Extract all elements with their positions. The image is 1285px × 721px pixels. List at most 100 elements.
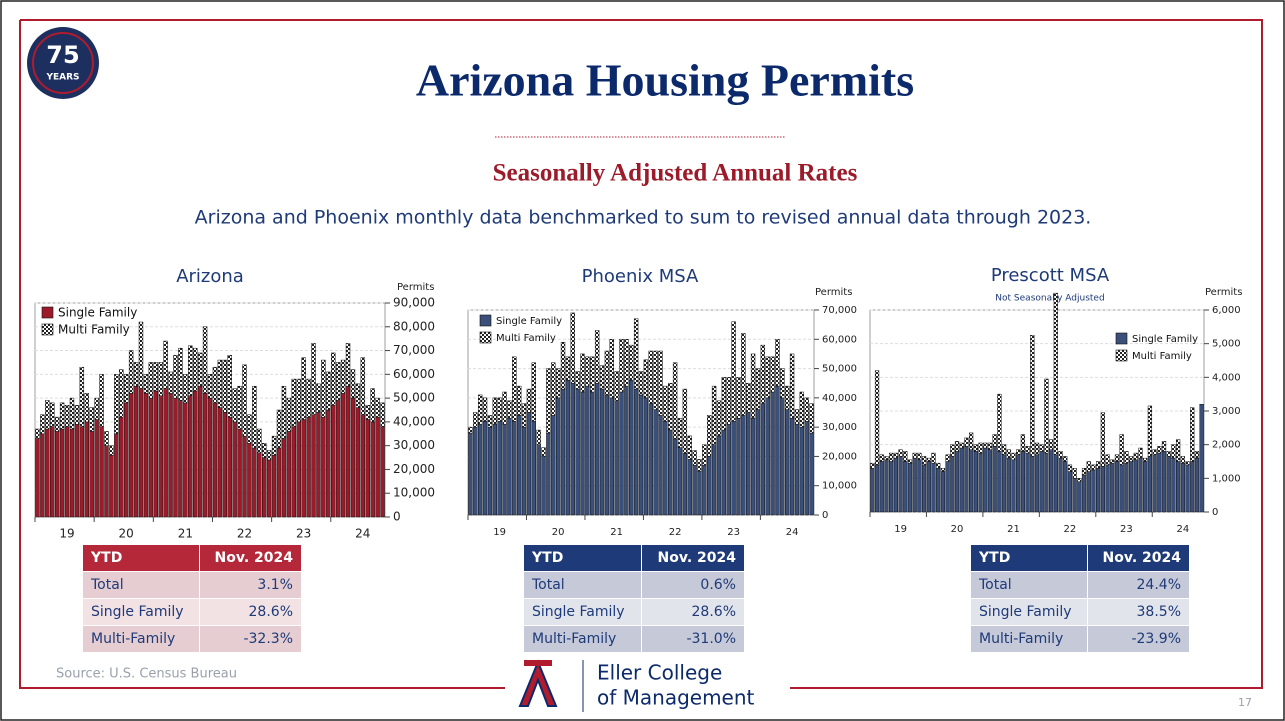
bar-segment (104, 445, 109, 518)
bar-segment (697, 470, 702, 516)
bar-segment (736, 418, 741, 516)
bar-segment (1147, 456, 1153, 513)
bar-segment (1044, 452, 1049, 513)
bar-segment (746, 382, 751, 413)
bar-segment (903, 461, 908, 513)
bar-segment (74, 424, 80, 518)
bar-segment (765, 397, 770, 516)
bar-segment (707, 415, 712, 457)
bar-segment (604, 394, 610, 516)
bar-segment (954, 451, 960, 513)
bar-segment (212, 366, 218, 404)
bar-segment (197, 385, 203, 518)
y-tick-label: 50,000 (822, 364, 857, 375)
bar-segment (212, 402, 218, 518)
bar-segment (1072, 478, 1077, 513)
bar-segment (468, 432, 473, 516)
y-tick-label: 0 (1212, 507, 1218, 518)
bar-segment (721, 429, 727, 516)
bar-segment (987, 449, 993, 513)
y-tick-label: 10,000 (393, 486, 435, 500)
bar-segment (903, 451, 908, 462)
bar-segment (74, 404, 80, 425)
y-tick-label: 60,000 (393, 367, 435, 381)
x-tick-label: 23 (1120, 524, 1133, 535)
bar-segment (163, 388, 168, 518)
bar-segment (266, 459, 272, 518)
bar-segment (870, 467, 875, 513)
bar-segment (321, 416, 326, 518)
table-cell: 0.6% (641, 571, 745, 599)
table-cell: Multi-Family (82, 625, 200, 653)
bar-segment (629, 380, 634, 516)
bar-segment (365, 419, 370, 518)
bar-segment (1096, 467, 1101, 513)
bar-segment (153, 390, 158, 518)
legend-swatch (41, 323, 54, 336)
table-row: Multi-Family -23.9% (970, 625, 1190, 653)
bar-segment (746, 412, 751, 516)
bar-segment (296, 378, 301, 423)
y-tick-label: 6,000 (1212, 305, 1241, 316)
y-tick-label: 80,000 (393, 319, 435, 333)
bar-segment (668, 382, 673, 431)
bar-segment (682, 453, 688, 516)
bar-segment (1048, 439, 1054, 450)
bar-segment (964, 437, 969, 447)
bar-segment (755, 368, 761, 410)
bar-segment (380, 402, 385, 427)
bar-segment (99, 426, 104, 518)
bar-segment (624, 339, 629, 387)
bar-segment (202, 393, 208, 518)
bar-segment (653, 409, 658, 516)
bar-segment (281, 385, 287, 439)
bar-segment (794, 423, 800, 516)
bar-segment (959, 447, 964, 513)
bar-segment (978, 452, 983, 513)
bar-segment (912, 452, 917, 459)
bar-segment (286, 431, 292, 518)
bar-segment (148, 362, 154, 399)
bar-segment (163, 340, 168, 389)
bar-segment (1006, 457, 1011, 513)
bar-segment (1190, 407, 1195, 462)
bar-segment (687, 435, 692, 460)
bar-segment (1143, 457, 1148, 462)
bar-segment (355, 407, 361, 518)
bar-segment (687, 459, 692, 516)
bar-segment (227, 416, 232, 518)
bar-segment (355, 383, 361, 408)
bar-segment (570, 382, 575, 516)
bar-segment (917, 459, 922, 513)
table-cell: Single Family (522, 598, 643, 626)
bar-segment (987, 442, 993, 450)
bar-segment (1081, 474, 1087, 513)
bar-segment (89, 407, 94, 432)
bar-segment (482, 397, 488, 422)
bar-segment (79, 366, 85, 427)
table-row: YTD Nov. 2024 (970, 544, 1190, 572)
table-cell: 28.6% (199, 598, 302, 626)
bar-segment (931, 452, 936, 464)
bar-segment (614, 400, 619, 516)
bar-segment (271, 435, 277, 456)
bar-segment (114, 433, 119, 518)
table-cell: Multi-Family (970, 625, 1088, 653)
bar-segment (1128, 461, 1134, 513)
bar-segment (380, 426, 385, 518)
bar-segment (1100, 466, 1105, 513)
bar-segment (780, 397, 785, 516)
chart-subtitle: Not Seasonally Adjusted (995, 294, 1104, 304)
bar-segment (340, 359, 346, 394)
bar-segment (575, 371, 580, 390)
bar-segment (138, 388, 144, 518)
bar-segment (94, 397, 99, 420)
x-tick-label: 22 (237, 527, 252, 541)
bar-segment (585, 385, 590, 516)
bar-segment (1091, 464, 1096, 471)
bar-segment (1067, 464, 1073, 472)
y-tick-label: 60,000 (822, 334, 857, 345)
bar-segment (232, 421, 237, 518)
bar-segment (1086, 471, 1091, 513)
table-cell: Total (970, 571, 1088, 599)
